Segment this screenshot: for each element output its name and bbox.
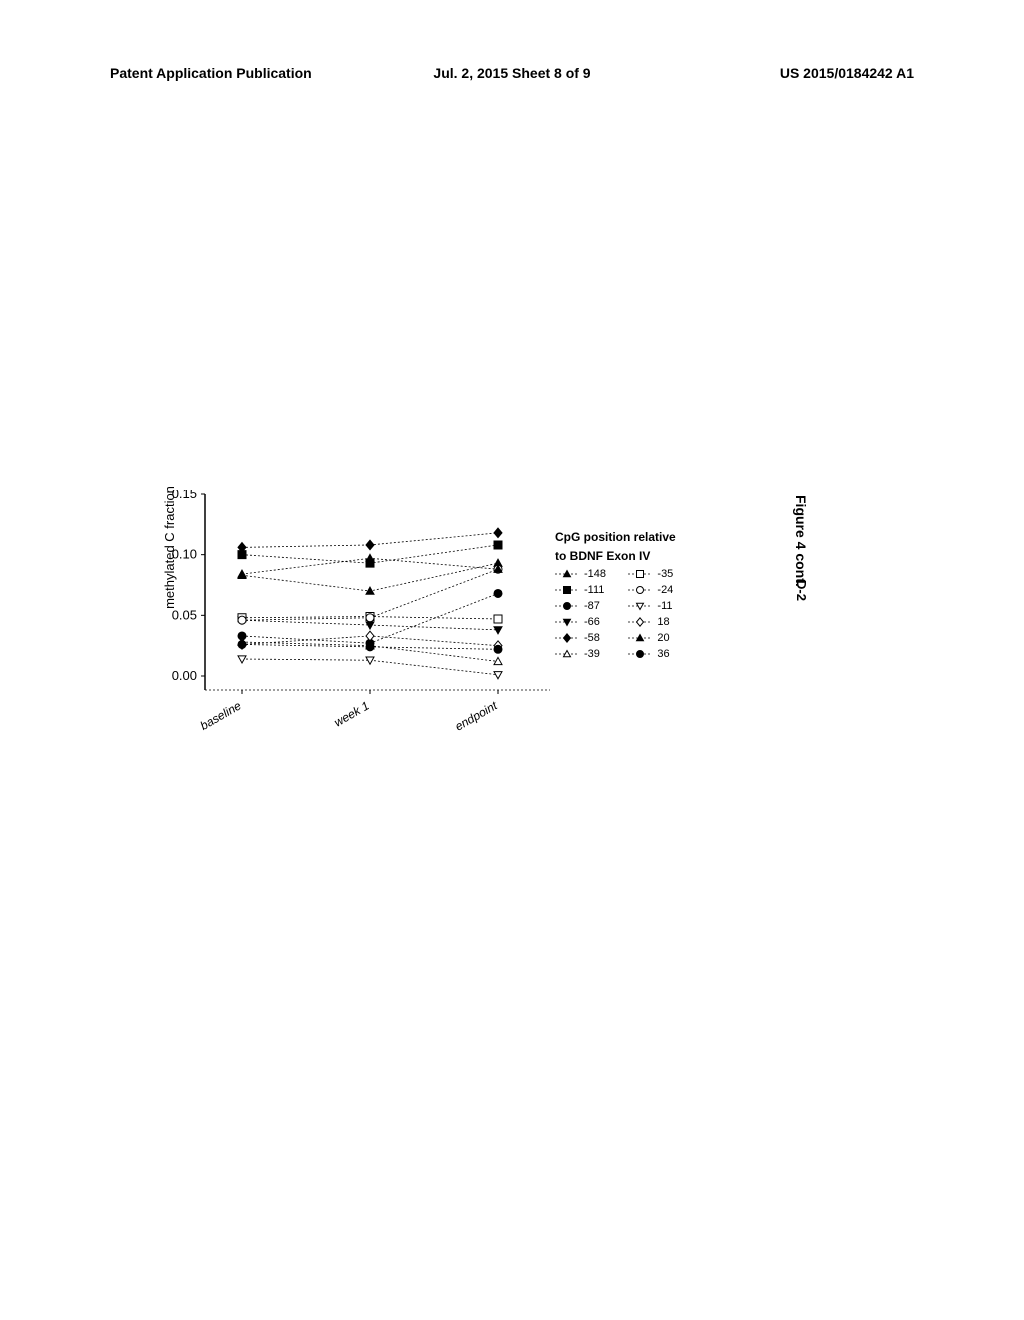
- legend-item: 36: [628, 648, 675, 660]
- legend-label: -58: [584, 632, 600, 644]
- svg-text:0.00: 0.00: [172, 668, 197, 683]
- svg-text:endpoint: endpoint: [453, 698, 500, 733]
- legend-label: -66: [584, 616, 600, 628]
- svg-text:0.10: 0.10: [172, 547, 197, 562]
- legend-item: -148: [555, 568, 608, 580]
- legend-title-1: CpG position relative: [555, 530, 676, 544]
- legend-marker-icon: [628, 633, 652, 643]
- legend-item: -39: [555, 648, 608, 660]
- header-left: Patent Application Publication: [110, 65, 378, 81]
- legend-item: -87: [555, 600, 608, 612]
- legend-label: 36: [657, 648, 669, 660]
- legend-label: 20: [657, 632, 669, 644]
- svg-text:0.15: 0.15: [172, 490, 197, 501]
- legend-item: 18: [628, 616, 675, 628]
- header-center: Jul. 2, 2015 Sheet 8 of 9: [378, 65, 646, 81]
- legend-label: 18: [657, 616, 669, 628]
- svg-text:baseline: baseline: [198, 698, 244, 733]
- page-header: Patent Application Publication Jul. 2, 2…: [0, 65, 1024, 81]
- svg-text:week 1: week 1: [332, 698, 372, 729]
- legend-marker-icon: [555, 569, 579, 579]
- legend-label: -11: [657, 600, 672, 612]
- legend-item: -66: [555, 616, 608, 628]
- legend-label: -87: [584, 600, 600, 612]
- legend-title-2: to BDNF Exon IV: [555, 549, 676, 563]
- panel-label: D-2: [794, 580, 809, 601]
- legend-item: -35: [628, 568, 675, 580]
- legend-label: -148: [584, 568, 606, 580]
- svg-text:0.05: 0.05: [172, 607, 197, 622]
- legend-item: -24: [628, 584, 675, 596]
- legend-item: -11: [628, 600, 675, 612]
- legend-marker-icon: [555, 617, 579, 627]
- legend-label: -24: [657, 584, 673, 596]
- header-right: US 2015/0184242 A1: [646, 65, 914, 81]
- legend-marker-icon: [628, 617, 652, 627]
- figure-label: Figure 4 cont.: [793, 495, 809, 587]
- chart-legend: CpG position relative to BDNF Exon IV -1…: [555, 530, 676, 660]
- legend-marker-icon: [555, 649, 579, 659]
- legend-marker-icon: [628, 569, 652, 579]
- legend-label: -111: [584, 584, 604, 596]
- legend-label: -35: [657, 568, 673, 580]
- legend-label: -39: [584, 648, 600, 660]
- legend-marker-icon: [555, 585, 579, 595]
- legend-item: 20: [628, 632, 675, 644]
- legend-marker-icon: [555, 601, 579, 611]
- legend-marker-icon: [555, 633, 579, 643]
- legend-marker-icon: [628, 601, 652, 611]
- legend-marker-icon: [628, 585, 652, 595]
- legend-item: -111: [555, 584, 608, 596]
- legend-item: -58: [555, 632, 608, 644]
- legend-marker-icon: [628, 649, 652, 659]
